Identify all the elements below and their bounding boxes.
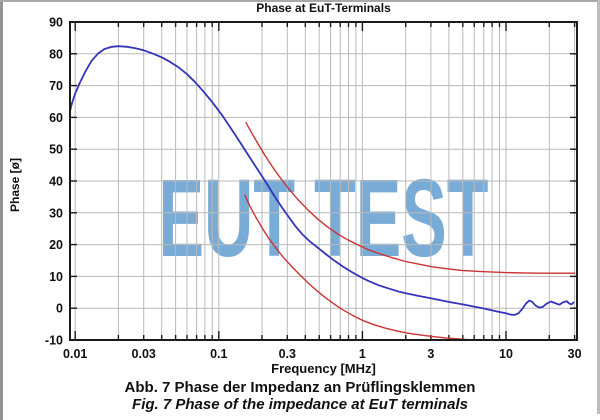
y-tick-label: 70 bbox=[49, 79, 63, 93]
measured-phase-curve bbox=[69, 45, 575, 316]
x-tick-label: 0.1 bbox=[210, 347, 227, 361]
x-tick-label: 0.03 bbox=[132, 347, 156, 361]
page-border-top bbox=[0, 0, 600, 2]
x-axis-label: Frequency [MHz] bbox=[271, 361, 376, 376]
page-border-left bbox=[0, 0, 3, 420]
x-tick-label: 10 bbox=[499, 347, 513, 361]
lower-tolerance-curve bbox=[244, 194, 470, 341]
y-tick-label: 80 bbox=[49, 47, 63, 61]
watermark-text: EUT TEST bbox=[159, 157, 489, 280]
y-tick-label: 10 bbox=[49, 270, 63, 284]
y-tick-label: 90 bbox=[49, 16, 63, 30]
y-tick-label: 60 bbox=[49, 111, 63, 125]
y-tick-label: 50 bbox=[49, 143, 63, 157]
x-tick-label: 30 bbox=[568, 347, 582, 361]
caption-english: Fig. 7 Phase of the impedance at EuT ter… bbox=[132, 396, 468, 413]
y-tick-label: -10 bbox=[45, 334, 63, 348]
y-tick-label: 20 bbox=[49, 238, 63, 252]
caption-german: Abb. 7 Phase der Impedanz an Prüflingskl… bbox=[124, 379, 476, 396]
plot-frame bbox=[69, 21, 578, 341]
phase-chart: EUT TEST 0.01 0.03 0.1 0.3 1 3 10 30 -10 0 10 20 30 40… bbox=[45, 16, 582, 362]
upper-tolerance-curve bbox=[245, 122, 576, 274]
x-tick-label: 0.01 bbox=[63, 347, 87, 361]
x-tick-label: 0.3 bbox=[279, 347, 296, 361]
chart-title: Phase at EuT-Terminals bbox=[256, 1, 391, 15]
y-tick-label: 0 bbox=[56, 302, 63, 316]
y-tick-label: 30 bbox=[49, 206, 63, 220]
y-tick-label: 40 bbox=[49, 175, 63, 189]
x-tick-label: 3 bbox=[427, 347, 434, 361]
y-axis-label: Phase [ø] bbox=[8, 158, 22, 213]
page-border-right bbox=[597, 0, 600, 414]
x-tick-label: 1 bbox=[359, 347, 366, 361]
